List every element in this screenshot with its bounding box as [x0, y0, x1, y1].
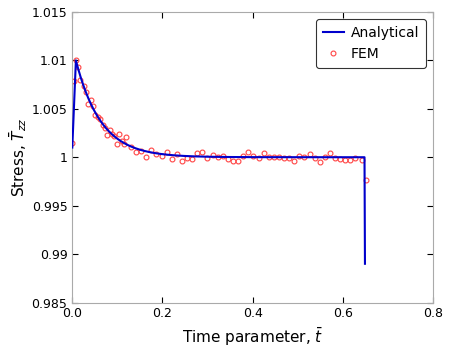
- Analytical: [240, 155, 245, 159]
- Analytical: [309, 155, 315, 159]
- X-axis label: Time parameter, $\bar{t}$: Time parameter, $\bar{t}$: [182, 326, 323, 348]
- Line: Analytical: Analytical: [72, 60, 365, 264]
- Analytical: [120, 140, 125, 144]
- FEM: [348, 158, 353, 162]
- Analytical: [339, 155, 345, 159]
- FEM: [225, 157, 230, 161]
- FEM: [119, 139, 124, 143]
- Analytical: [73, 58, 79, 62]
- Analytical: [344, 155, 349, 159]
- Analytical: [119, 140, 125, 144]
- FEM: [76, 65, 81, 69]
- Analytical: [70, 146, 75, 150]
- FEM: [73, 58, 79, 62]
- FEM: [281, 155, 287, 160]
- FEM: [184, 155, 190, 160]
- Y-axis label: Stress, $\bar{T}_{zz}$: Stress, $\bar{T}_{zz}$: [7, 118, 29, 197]
- FEM: [70, 141, 75, 145]
- Analytical: [362, 262, 368, 266]
- Line: FEM: FEM: [70, 58, 368, 182]
- Legend: Analytical, FEM: Analytical, FEM: [316, 19, 426, 68]
- FEM: [363, 178, 369, 182]
